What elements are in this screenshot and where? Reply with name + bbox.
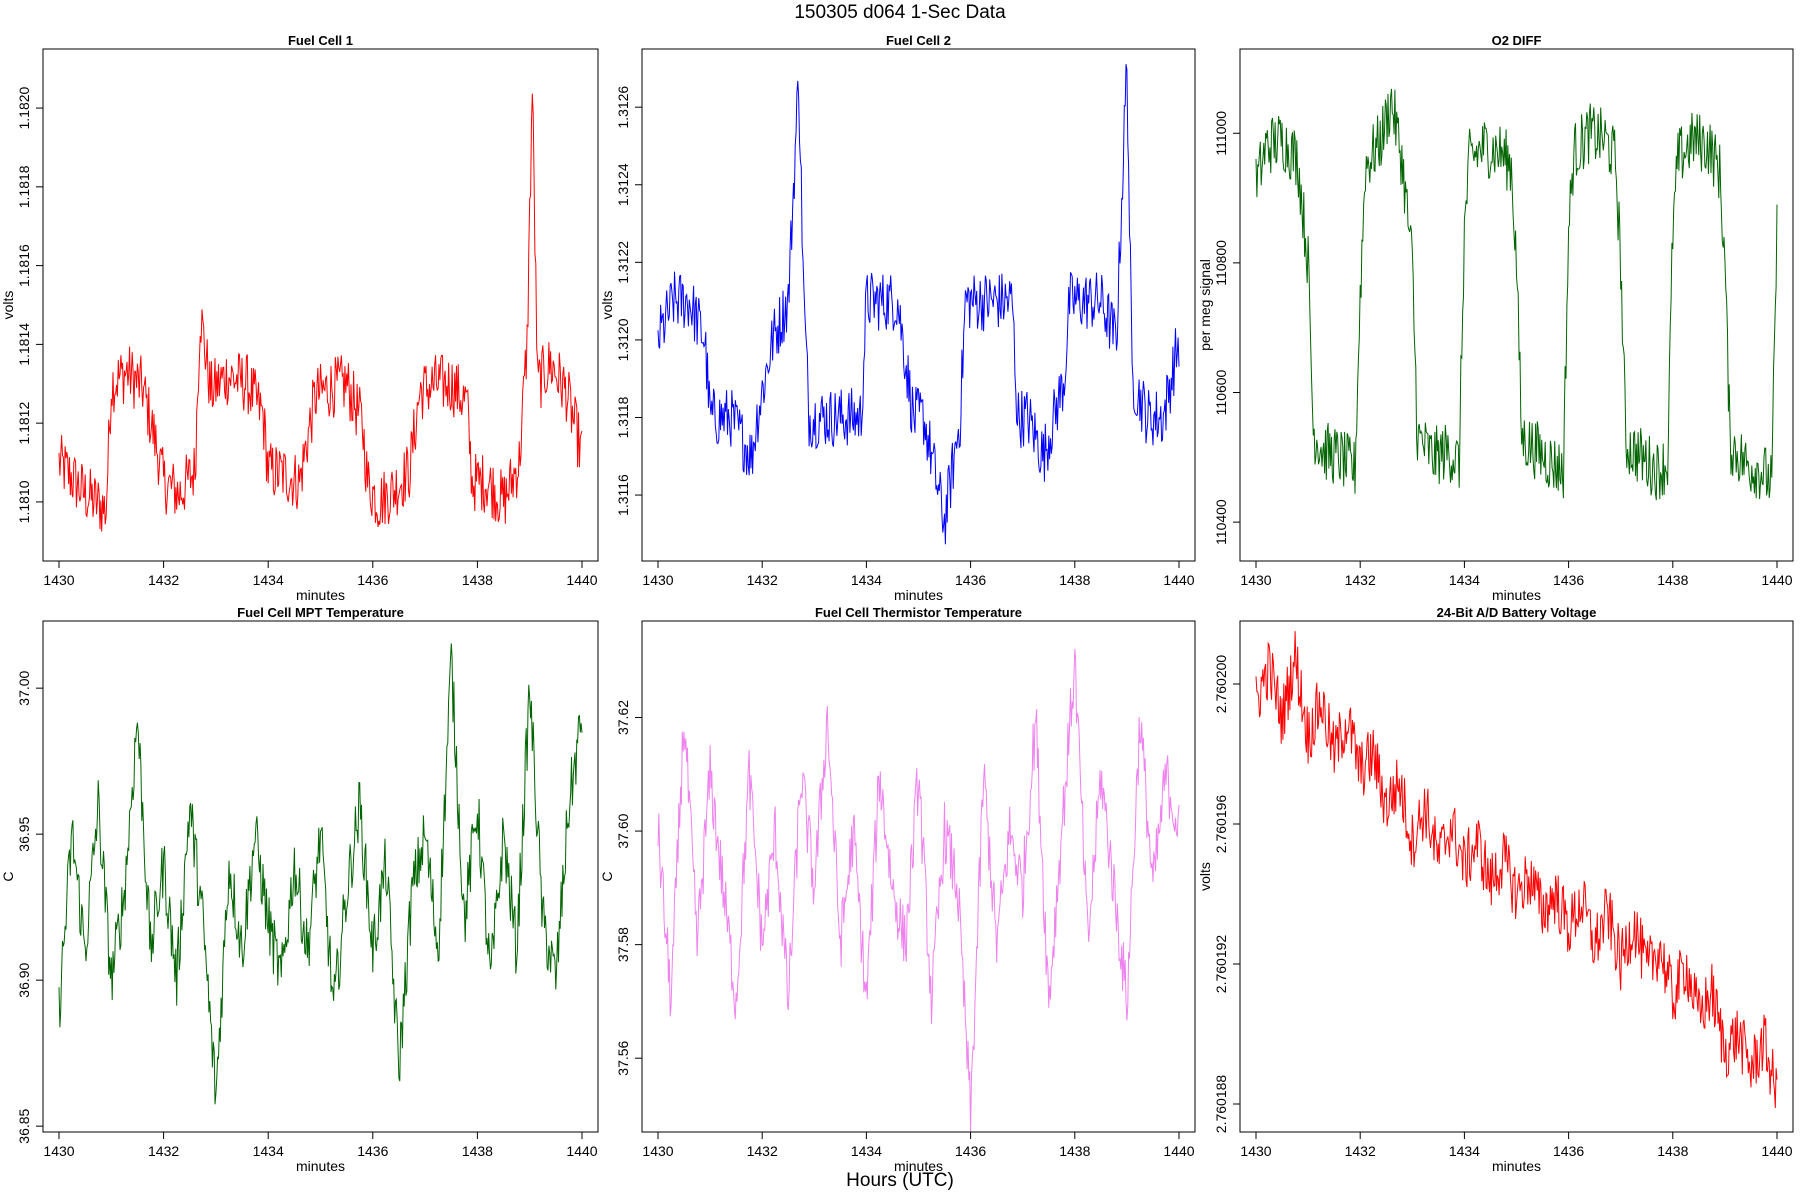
panel-2-title: Fuel Cell 2 [886, 33, 951, 48]
panel-6-series-line [1255, 631, 1778, 1109]
panel-6-xtick-label: 1438 [1657, 1143, 1688, 1159]
panel-2-ytick-label: 1.3118 [615, 396, 631, 438]
panel-5-xtick-label: 1436 [955, 1143, 986, 1159]
panel-5-ytick-label: 37.58 [615, 927, 631, 962]
panel-2-frame [641, 48, 1196, 562]
panel-3-ylabel: per meg signal [1197, 259, 1213, 351]
panel-1-frame [42, 48, 599, 562]
panel-4-ylabel: C [0, 871, 16, 881]
panel-3-frame [1239, 48, 1794, 562]
panel-4-frame [42, 620, 599, 1133]
panel-4-xlabel: minutes [296, 1158, 345, 1174]
panel-6-ytick-label: 2.760188 [1213, 1075, 1229, 1134]
panel-6-ytick-label: 2.760196 [1213, 795, 1229, 854]
panel-1-ytick-label: 1.1810 [16, 480, 32, 523]
panel-3-xtick-label: 1440 [1761, 572, 1792, 588]
panel-6-ytick-label: 2.760200 [1213, 655, 1229, 714]
panel-4-xtick-label: 1434 [253, 1143, 284, 1159]
panel-6-xtick-label: 1434 [1449, 1143, 1480, 1159]
panel-2-xtick-label: 1430 [642, 572, 673, 588]
panel-5-xtick-label: 1432 [747, 1143, 778, 1159]
panel-2-xtick-label: 1440 [1163, 572, 1194, 588]
panel-2-xtick-label: 1432 [747, 572, 778, 588]
panel-6-ytick-label: 2.760192 [1213, 935, 1229, 994]
panel-2-series-line [657, 64, 1180, 545]
panel-2-ytick-label: 1.3126 [615, 86, 631, 129]
panel-5-ytick-label: 37.60 [615, 813, 631, 848]
panel-1-title: Fuel Cell 1 [288, 33, 353, 48]
panel-1-xlabel: minutes [296, 587, 345, 603]
panel-4-series-line [58, 643, 583, 1105]
panel-5-xtick-label: 1430 [642, 1143, 673, 1159]
panel-3-ytick-label: 111000 [1213, 111, 1229, 156]
panel-3-ytick-label: 110800 [1213, 240, 1229, 286]
panel-3-xlabel: minutes [1492, 587, 1541, 603]
panel-6-frame [1239, 620, 1794, 1133]
panel-5-ytick-label: 37.56 [615, 1040, 631, 1075]
panel-6-xtick-label: 1436 [1553, 1143, 1584, 1159]
panel-4-xtick-label: 1432 [148, 1143, 179, 1159]
panel-2-xtick-label: 1438 [1059, 572, 1090, 588]
panel-4-xtick-label: 1430 [43, 1143, 74, 1159]
figure-title: 150305 d064 1-Sec Data [794, 2, 1006, 23]
panel-3-xtick-label: 1434 [1449, 572, 1480, 588]
panel-1-ylabel: volts [0, 291, 16, 320]
figure-x-label: Hours (UTC) [846, 1170, 954, 1191]
panel-2-xtick-label: 1436 [955, 572, 986, 588]
panel-5-xtick-label: 1440 [1163, 1143, 1194, 1159]
panel-1-xtick-label: 1434 [253, 572, 284, 588]
panel-4-ytick-label: 36.90 [16, 962, 32, 997]
panel-6-ylabel: volts [1197, 862, 1213, 891]
panel-3-series-line [1255, 88, 1778, 501]
panel-1-xtick-label: 1430 [43, 572, 74, 588]
panel-2-ytick-label: 1.3120 [615, 318, 631, 361]
panel-4-xtick-label: 1440 [566, 1143, 597, 1159]
panel-2-xtick-label: 1434 [851, 572, 882, 588]
panel-4-ytick-label: 36.95 [16, 816, 32, 851]
panel-2-ylabel: volts [599, 291, 615, 320]
panel-1-ytick-label: 1.1816 [16, 244, 32, 287]
panel-6-xtick-label: 1430 [1240, 1143, 1271, 1159]
panel-6-xtick-label: 1432 [1345, 1143, 1376, 1159]
panel-5-ytick-label: 37.62 [615, 700, 631, 735]
panel-2-ytick-label: 1.3116 [615, 474, 631, 516]
panel-3-title: O2 DIFF [1492, 33, 1542, 48]
panel-2-xlabel: minutes [894, 587, 943, 603]
panel-3-ytick-label: 110600 [1213, 369, 1229, 415]
panel-6-xlabel: minutes [1492, 1158, 1541, 1174]
panel-1-series-line [58, 93, 583, 532]
panel-3-xtick-label: 1432 [1345, 572, 1376, 588]
panel-5-series-line [657, 649, 1180, 1132]
panel-3-xtick-label: 1430 [1240, 572, 1271, 588]
panel-5-ylabel: C [599, 871, 615, 881]
panel-1-ytick-label: 1.1818 [16, 165, 32, 208]
panel-4-ytick-label: 37.00 [16, 670, 32, 705]
panel-5-xtick-label: 1434 [851, 1143, 882, 1159]
panel-3-xtick-label: 1438 [1657, 572, 1688, 588]
panel-1-xtick-label: 1436 [357, 572, 388, 588]
panel-1-ytick-label: 1.1820 [16, 86, 32, 129]
panel-5-xtick-label: 1438 [1059, 1143, 1090, 1159]
panel-1-ytick-label: 1.1812 [16, 402, 32, 445]
panel-1-xtick-label: 1432 [148, 572, 179, 588]
panel-1-xtick-label: 1440 [566, 572, 597, 588]
panel-1-ytick-label: 1.1814 [16, 323, 32, 366]
panel-1-xtick-label: 1438 [462, 572, 493, 588]
panel-4-xtick-label: 1436 [357, 1143, 388, 1159]
panel-6-title: 24-Bit A/D Battery Voltage [1437, 605, 1597, 620]
panel-5-title: Fuel Cell Thermistor Temperature [815, 605, 1022, 620]
panel-2-ytick-label: 1.3122 [615, 241, 631, 284]
panel-4-title: Fuel Cell MPT Temperature [237, 605, 404, 620]
panel-5-xlabel: minutes [894, 1158, 943, 1174]
panel-4-xtick-label: 1438 [462, 1143, 493, 1159]
panel-5-frame [641, 620, 1196, 1133]
panel-4-ytick-label: 36.85 [16, 1108, 32, 1143]
panel-6-xtick-label: 1440 [1761, 1143, 1792, 1159]
panel-3-xtick-label: 1436 [1553, 572, 1584, 588]
panel-3-ytick-label: 110400 [1213, 499, 1229, 545]
panel-2-ytick-label: 1.3124 [615, 163, 631, 206]
